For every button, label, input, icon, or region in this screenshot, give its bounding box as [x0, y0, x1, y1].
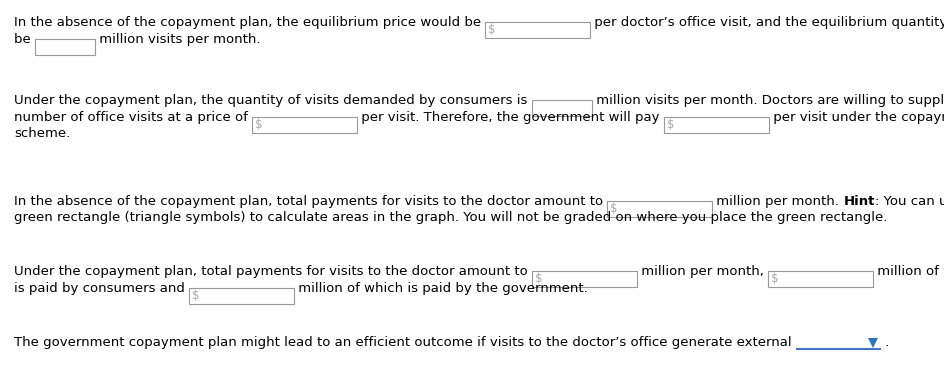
- FancyBboxPatch shape: [607, 201, 712, 217]
- Text: is paid by consumers and: is paid by consumers and: [14, 282, 189, 295]
- FancyBboxPatch shape: [664, 117, 768, 133]
- Text: : You can use the: : You can use the: [874, 195, 944, 208]
- Text: $: $: [255, 118, 262, 131]
- FancyBboxPatch shape: [35, 39, 95, 55]
- Text: $: $: [488, 23, 496, 36]
- Text: The government copayment plan might lead to an efficient outcome if visits to th: The government copayment plan might lead…: [14, 336, 795, 349]
- Text: scheme.: scheme.: [14, 127, 70, 140]
- FancyBboxPatch shape: [531, 271, 636, 287]
- Text: million of which: million of which: [872, 265, 944, 278]
- FancyBboxPatch shape: [252, 117, 357, 133]
- Text: number of office visits at a price of: number of office visits at a price of: [14, 110, 252, 124]
- FancyBboxPatch shape: [531, 100, 591, 116]
- Text: be: be: [14, 32, 35, 45]
- Text: per visit. Therefore, the government will pay: per visit. Therefore, the government wil…: [357, 110, 664, 124]
- Text: In the absence of the copayment plan, the equilibrium price would be: In the absence of the copayment plan, th…: [14, 16, 485, 29]
- Text: .: .: [880, 336, 888, 349]
- Text: In the absence of the copayment plan, total payments for visits to the doctor am: In the absence of the copayment plan, to…: [14, 195, 607, 208]
- Text: green rectangle (triangle symbols) to calculate areas in the graph. You will not: green rectangle (triangle symbols) to ca…: [14, 211, 886, 224]
- Text: Hint: Hint: [843, 195, 874, 208]
- Text: per doctor’s office visit, and the equilibrium quantity would: per doctor’s office visit, and the equil…: [590, 16, 944, 29]
- Text: $: $: [770, 272, 778, 285]
- Text: million visits per month. Doctors are willing to supply this: million visits per month. Doctors are wi…: [591, 94, 944, 107]
- Text: million visits per month.: million visits per month.: [95, 32, 261, 45]
- Text: million per month.: million per month.: [712, 195, 843, 208]
- Text: million of which is paid by the government.: million of which is paid by the governme…: [294, 282, 587, 295]
- FancyBboxPatch shape: [485, 22, 590, 38]
- Text: per visit under the copayment: per visit under the copayment: [768, 110, 944, 124]
- FancyBboxPatch shape: [767, 271, 872, 287]
- Text: Under the copayment plan, the quantity of visits demanded by consumers is: Under the copayment plan, the quantity o…: [14, 94, 531, 107]
- Text: $: $: [192, 289, 199, 302]
- Text: million per month,: million per month,: [636, 265, 767, 278]
- Text: $: $: [610, 202, 617, 215]
- Text: $: $: [666, 118, 674, 131]
- FancyBboxPatch shape: [189, 288, 294, 304]
- Text: $: $: [534, 272, 542, 285]
- Text: Under the copayment plan, total payments for visits to the doctor amount to: Under the copayment plan, total payments…: [14, 265, 531, 278]
